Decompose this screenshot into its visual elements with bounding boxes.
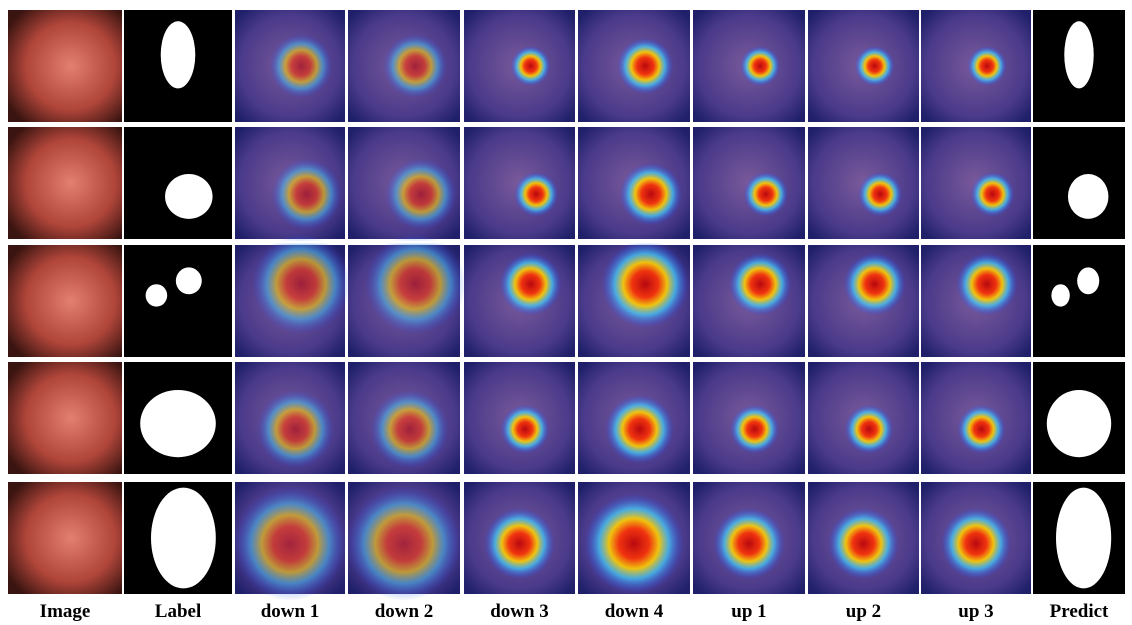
column-label: down 2 [375,601,434,622]
heatmap-blob [616,37,674,95]
heatmap-blob [370,389,450,469]
mask-tile [124,245,232,357]
heatmap-blob [740,45,781,87]
mask-blob [1046,390,1112,458]
column-label: up 3 [958,601,993,622]
photo-tile [8,362,122,474]
heatmap-blob [967,45,1007,87]
mask-blob [165,174,213,219]
mask-blob [145,284,168,307]
heatmap-blob [346,486,462,601]
heatmap-blob [857,171,903,217]
heatmap-blob [513,171,559,217]
photo-tile [8,245,122,357]
photo-tile [8,482,122,594]
heatmap-blob [827,507,900,580]
tile-grid [0,10,1132,601]
heatmap-blob [940,507,1012,580]
heatmap-blob [256,389,335,469]
column-label: up 2 [846,601,881,622]
mask-blob [151,487,216,589]
mask-blob [1056,487,1112,589]
mask-blob [1067,174,1109,219]
heatmap-blob [970,171,1015,217]
mask-blob [160,21,196,89]
mask-blob [1064,21,1094,89]
photo-tile [8,127,122,239]
heatmap-blob [605,394,675,464]
column-label: Label [155,601,201,622]
heatmap-blob [843,252,906,316]
heatmap-blob [384,158,457,231]
heatmap-blob [728,252,792,316]
heatmap-blob [271,158,342,231]
heatmap-blob [269,33,333,99]
mask-blob [1051,284,1070,307]
heatmap-blob [743,171,789,217]
mask-blob [1077,267,1100,295]
heatmap-blob [510,45,551,87]
mask-blob [175,267,202,295]
column-label: down 1 [261,601,320,622]
column-label: up 1 [731,601,766,622]
heatmap-blob [601,240,690,329]
photo-tile [8,10,122,122]
heatmap-blob [844,404,894,454]
column-label: Predict [1050,601,1109,622]
mask-blob [140,390,216,458]
column-label: down 3 [490,601,549,622]
heatmap-blob [251,234,351,335]
heatmap-blob [500,404,550,454]
heatmap-blob [583,493,685,594]
column-labels: Image Label down 1 down 2 down 3 down 4 up 1 up… [40,601,1109,622]
heatmap-blob [382,33,448,99]
heatmap-blob [729,404,780,454]
heatmap-blob [957,404,1006,454]
heatmap-blob [619,162,683,226]
heatmap-blob [233,486,347,601]
heatmap-blob [365,234,466,335]
heatmap-blob [499,252,562,316]
heatmap-blob [713,507,785,580]
mask-tile [1033,245,1125,357]
heatmap-blob [854,45,895,87]
heatmap-blob [483,507,556,580]
column-label: down 4 [605,601,664,622]
heatmap-blob [956,252,1018,316]
column-label: Image [40,601,91,622]
